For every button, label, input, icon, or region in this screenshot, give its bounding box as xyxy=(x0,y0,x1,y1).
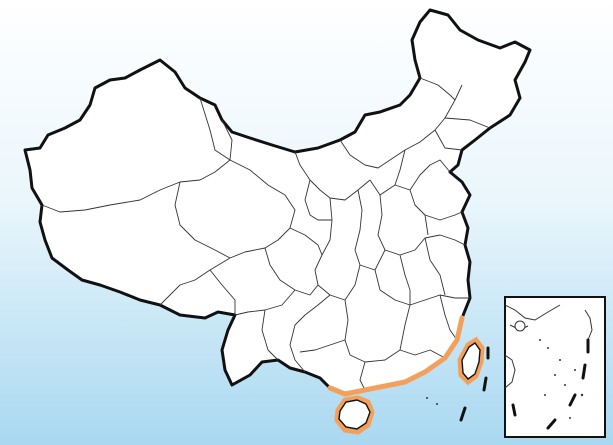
inset-frame xyxy=(504,296,606,438)
south-china-sea-inset xyxy=(504,296,606,438)
hainan-island xyxy=(338,399,371,430)
maritime-dashes xyxy=(459,346,490,422)
province-borders xyxy=(41,77,491,391)
highlighted-coastline xyxy=(327,315,465,397)
taiwan-island xyxy=(461,342,481,380)
